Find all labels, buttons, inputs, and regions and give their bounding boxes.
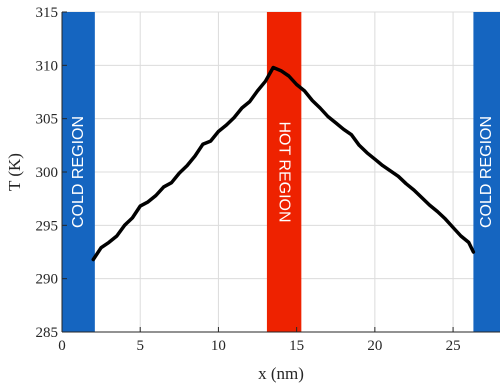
y-tick-label: 305 [36,112,59,128]
y-tick-label: 315 [36,5,59,21]
x-tick-label: 25 [446,338,461,354]
x-tick-label: 15 [289,338,304,354]
x-axis-label: x (nm) [258,364,304,383]
region-label: HOT REGION [276,121,293,222]
x-tick-label: 10 [211,338,226,354]
x-tick-label: 20 [367,338,382,354]
y-tick-label: 285 [36,325,59,341]
y-tick-label: 290 [36,272,59,288]
y-axis-label: T (K) [5,153,24,191]
x-tick-label: 5 [136,338,144,354]
y-tick-label: 310 [36,58,59,74]
y-tick-label: 295 [36,218,59,234]
x-tick-label: 0 [58,338,66,354]
y-tick-label: 300 [36,165,59,181]
region-label: COLD REGION [70,116,87,228]
region-label: COLD REGION [478,116,495,228]
